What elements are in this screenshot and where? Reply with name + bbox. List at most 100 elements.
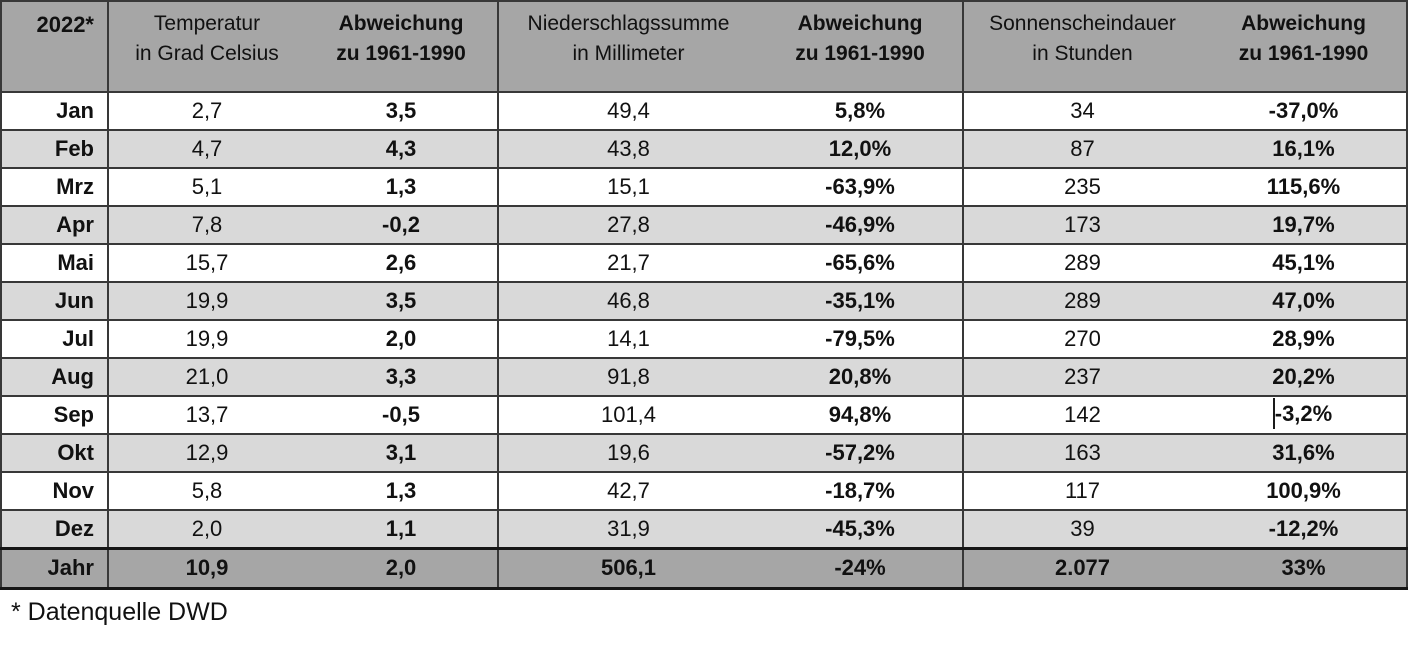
cell-precipitation: 31,9 — [497, 509, 758, 548]
table-row: Sep 13,7 -0,5 101,4 94,8% 142 -3,2% — [0, 395, 1408, 434]
cell-month: Aug — [0, 357, 108, 396]
cell-precipitation: 15,1 — [497, 167, 758, 206]
cell-temperature-deviation: -0,5 — [305, 395, 498, 434]
header-precipitation: Niederschlagssumme in Millimeter — [497, 0, 758, 93]
cell-temperature: 2,0 — [107, 509, 305, 548]
cell-sunshine-deviation: -3,2% — [1201, 395, 1408, 434]
header-precipitation-line2: in Millimeter — [572, 41, 685, 65]
cell-sunshine: 39 — [962, 509, 1201, 548]
header-sunshine-deviation-line1: Abweichung — [1241, 12, 1366, 35]
cell-temperature: 15,7 — [107, 243, 305, 282]
weather-data-table: 2022* Temperatur in Grad Celsius Abweich… — [0, 0, 1408, 590]
cell-month: Okt — [0, 433, 108, 472]
text-cursor-artifact — [1272, 398, 1275, 429]
cell-precipitation-deviation: -79,5% — [758, 319, 963, 358]
cell-sunshine: 289 — [962, 243, 1201, 282]
cell-precipitation-deviation: 94,8% — [758, 395, 963, 434]
header-sunshine-line2: in Stunden — [1032, 41, 1133, 65]
cell-year-label: Jahr — [0, 546, 108, 590]
cell-precipitation: 27,8 — [497, 205, 758, 244]
cell-temperature-deviation: 3,5 — [305, 91, 498, 130]
cell-precipitation: 42,7 — [497, 471, 758, 510]
cell-temperature-deviation: 4,3 — [305, 129, 498, 168]
cell-temperature: 21,0 — [107, 357, 305, 396]
cell-temperature-deviation: 1,1 — [305, 509, 498, 548]
footnote-datasource: * Datenquelle DWD — [11, 597, 228, 626]
cell-temperature-deviation: 2,6 — [305, 243, 498, 282]
total-row: Jahr 10,9 2,0 506,1 -24% 2.077 33% — [0, 546, 1408, 590]
table-row: Mrz 5,1 1,3 15,1 -63,9% 235 115,6% — [0, 167, 1408, 206]
header-precipitation-deviation: Abweichung zu 1961-1990 — [758, 0, 963, 93]
cell-sunshine-deviation: 100,9% — [1201, 471, 1408, 510]
table-row: Jan 2,7 3,5 49,4 5,8% 34 -37,0% — [0, 91, 1408, 130]
header-temperature-line2: in Grad Celsius — [135, 41, 279, 65]
table-row: Aug 21,0 3,3 91,8 20,8% 237 20,2% — [0, 357, 1408, 396]
cell-sunshine: 270 — [962, 319, 1201, 358]
cell-temperature-deviation: 3,1 — [305, 433, 498, 472]
cell-month: Feb — [0, 129, 108, 168]
header-sunshine: Sonnenscheindauer in Stunden — [962, 0, 1201, 93]
cell-month: Jun — [0, 281, 108, 320]
cell-sunshine-deviation: 16,1% — [1201, 129, 1408, 168]
cell-month: Mrz — [0, 167, 108, 206]
cell-temperature-deviation: 2,0 — [305, 319, 498, 358]
cell-temperature-deviation: 1,3 — [305, 471, 498, 510]
header-sunshine-deviation: Abweichung zu 1961-1990 — [1201, 0, 1408, 93]
cell-precipitation-deviation: -18,7% — [758, 471, 963, 510]
cell-precipitation: 101,4 — [497, 395, 758, 434]
cell-precipitation-deviation: -65,6% — [758, 243, 963, 282]
cell-month: Dez — [0, 509, 108, 548]
header-year: 2022* — [0, 0, 108, 93]
cell-temperature: 7,8 — [107, 205, 305, 244]
cell-temperature: 13,7 — [107, 395, 305, 434]
cell-month: Sep — [0, 395, 108, 434]
cell-sunshine-deviation: 19,7% — [1201, 205, 1408, 244]
table-row: Nov 5,8 1,3 42,7 -18,7% 117 100,9% — [0, 471, 1408, 510]
cell-precipitation-deviation: 5,8% — [758, 91, 963, 130]
cell-precipitation-deviation: 12,0% — [758, 129, 963, 168]
cell-temperature-deviation: -0,2 — [305, 205, 498, 244]
weather-statistics-page: 2022* Temperatur in Grad Celsius Abweich… — [0, 0, 1408, 626]
cell-year-sunshine: 2.077 — [962, 546, 1201, 590]
cell-precipitation-deviation: -45,3% — [758, 509, 963, 548]
cell-year-temperature-deviation: 2,0 — [305, 546, 498, 590]
cell-sunshine: 87 — [962, 129, 1201, 168]
cell-precipitation: 21,7 — [497, 243, 758, 282]
header-temperature-deviation-line1: Abweichung — [338, 12, 464, 35]
cell-sunshine-deviation: 31,6% — [1201, 433, 1408, 472]
cell-sunshine-deviation: -12,2% — [1201, 509, 1408, 548]
cell-month: Jul — [0, 319, 108, 358]
cell-sunshine: 142 — [962, 395, 1201, 434]
table-row: Dez 2,0 1,1 31,9 -45,3% 39 -12,2% — [0, 509, 1408, 548]
cell-precipitation: 19,6 — [497, 433, 758, 472]
cell-month: Jan — [0, 91, 108, 130]
header-row: 2022* Temperatur in Grad Celsius Abweich… — [0, 0, 1408, 93]
cell-sunshine: 235 — [962, 167, 1201, 206]
cell-sunshine: 173 — [962, 205, 1201, 244]
cell-precipitation-deviation: 20,8% — [758, 357, 963, 396]
header-temperature-line1: Temperatur — [153, 12, 261, 35]
cell-precipitation-deviation: -57,2% — [758, 433, 963, 472]
cell-month: Nov — [0, 471, 108, 510]
cell-precipitation: 49,4 — [497, 91, 758, 130]
cell-sunshine: 117 — [962, 471, 1201, 510]
cell-year-precipitation: 506,1 — [497, 546, 758, 590]
cell-sunshine-deviation: 45,1% — [1201, 243, 1408, 282]
header-sunshine-deviation-line2: zu 1961-1990 — [1238, 41, 1369, 65]
cell-sunshine: 163 — [962, 433, 1201, 472]
cell-sunshine-deviation: 115,6% — [1201, 167, 1408, 206]
cell-precipitation-deviation: -63,9% — [758, 167, 963, 206]
cell-temperature-deviation: 3,3 — [305, 357, 498, 396]
cell-temperature-deviation: 1,3 — [305, 167, 498, 206]
cell-sunshine: 34 — [962, 91, 1201, 130]
header-sunshine-line1: Sonnenscheindauer — [989, 12, 1176, 35]
table-row: Okt 12,9 3,1 19,6 -57,2% 163 31,6% — [0, 433, 1408, 472]
cell-precipitation: 43,8 — [497, 129, 758, 168]
header-precipitation-deviation-line1: Abweichung — [797, 12, 923, 35]
table-row: Jul 19,9 2,0 14,1 -79,5% 270 28,9% — [0, 319, 1408, 358]
cell-sunshine: 237 — [962, 357, 1201, 396]
cell-temperature: 2,7 — [107, 91, 305, 130]
cell-temperature: 4,7 — [107, 129, 305, 168]
cell-temperature: 5,8 — [107, 471, 305, 510]
cell-precipitation-deviation: -46,9% — [758, 205, 963, 244]
